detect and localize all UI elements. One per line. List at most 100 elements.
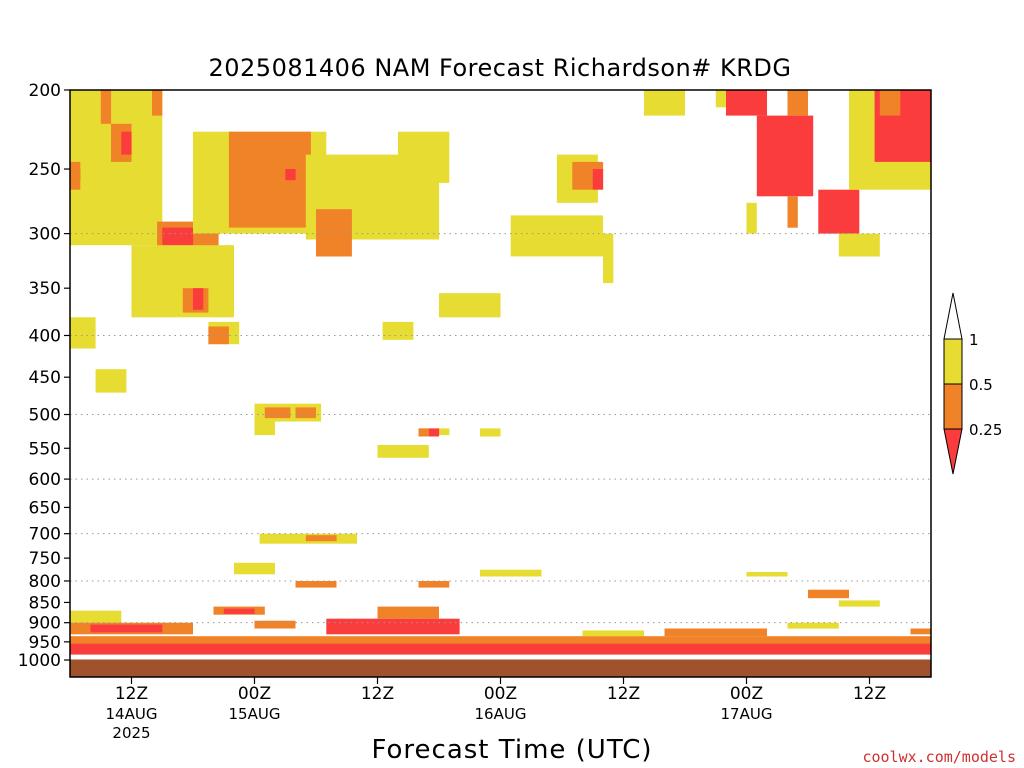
heat-cell-2 xyxy=(152,90,163,116)
heat-cell-67 xyxy=(582,630,644,637)
heat-cell-69 xyxy=(787,622,839,629)
y-tick-label-900: 900 xyxy=(29,614,61,634)
heat-cell-43 xyxy=(295,407,316,419)
heat-cell-25 xyxy=(715,90,727,108)
heat-cell-32 xyxy=(838,233,880,257)
y-axis-ticks: 200 250 300 350 400 450 500 550 600 650 700 750 8008… xyxy=(18,81,70,671)
y-tick-label-350: 350 xyxy=(29,279,61,299)
y-tick-label-850: 850 xyxy=(29,593,61,613)
heat-cell-13 xyxy=(228,131,311,228)
heat-cell-37 xyxy=(95,369,127,393)
heat-cell-29 xyxy=(787,196,798,228)
chart-title: 2025081406 NAM Forecast Richardson# KRDG xyxy=(209,54,792,82)
legend-label-2: 0.25 xyxy=(969,421,1002,439)
heat-cell-27 xyxy=(756,115,814,197)
heat-cell-0 xyxy=(70,90,163,246)
heat-cell-72 xyxy=(70,636,931,644)
y-tick-label-400: 400 xyxy=(29,326,61,346)
heat-cell-70 xyxy=(910,628,931,635)
heat-cell-14 xyxy=(285,169,296,181)
heat-cell-16 xyxy=(316,209,352,257)
heat-cell-6 xyxy=(70,161,81,190)
legend-arrow-bottom xyxy=(943,428,963,475)
y-tick-label-750: 750 xyxy=(29,549,61,569)
heat-cell-26 xyxy=(726,90,767,116)
legend-box-yellow xyxy=(943,338,963,385)
y-tick-label-700: 700 xyxy=(29,525,61,545)
heat-cell-53 xyxy=(480,569,542,577)
x-axis-title: Forecast Time (UTC) xyxy=(371,735,652,765)
x-tick-time-0: 12Z xyxy=(115,684,148,704)
legend-label-0: 1 xyxy=(969,331,979,349)
x-tick-time-2: 12Z xyxy=(361,684,394,704)
y-tick-label-600: 600 xyxy=(29,470,61,490)
heat-cell-17 xyxy=(398,131,450,183)
x-tick-time-1: 00Z xyxy=(238,684,271,704)
heat-cell-42 xyxy=(264,407,291,419)
legend-arrow-top xyxy=(943,292,963,340)
y-tick-label-450: 450 xyxy=(29,368,61,388)
y-tick-label-550: 550 xyxy=(29,439,61,459)
heat-cell-9 xyxy=(131,245,234,318)
color-legend: 1 0.5 0.25 xyxy=(943,292,1002,475)
heat-cell-49 xyxy=(377,445,429,458)
heat-cell-31 xyxy=(787,90,808,116)
y-tick-label-300: 300 xyxy=(29,225,61,245)
heat-cell-66 xyxy=(377,606,439,619)
heat-cell-47 xyxy=(428,428,440,437)
heat-cell-71 xyxy=(70,641,931,655)
ground-surface-band xyxy=(70,659,931,677)
y-tick-label-1000: 1000 xyxy=(18,651,61,671)
y-tick-label-650: 650 xyxy=(29,498,61,518)
heat-cell-8 xyxy=(162,227,194,246)
heat-cell-18 xyxy=(510,215,603,257)
heat-cell-23 xyxy=(439,293,501,318)
heat-cell-35 xyxy=(879,90,901,116)
heat-cell-46 xyxy=(418,428,429,437)
heat-cell-54 xyxy=(70,610,122,623)
heat-cell-40 xyxy=(382,321,414,340)
x-tick-year-0: 2025 xyxy=(112,724,150,742)
heat-cell-28 xyxy=(746,202,757,234)
x-tick-date-1: 15AUG xyxy=(229,705,281,723)
x-tick-date-5: 17AUG xyxy=(721,705,773,723)
heat-cell-56 xyxy=(223,608,255,614)
heat-cell-68 xyxy=(664,628,767,637)
heat-cell-51 xyxy=(305,535,337,542)
x-tick-date-0: 14AUG xyxy=(106,705,158,723)
heat-cell-59 xyxy=(746,572,788,577)
heat-cell-30 xyxy=(818,189,860,234)
x-tick-time-3: 00Z xyxy=(484,684,517,704)
heat-cell-57 xyxy=(295,581,337,588)
y-tick-label-200: 200 xyxy=(29,81,61,101)
credit-text: coolwx.com/models xyxy=(862,748,1016,766)
heat-cell-64 xyxy=(254,620,296,629)
y-tick-label-800: 800 xyxy=(29,572,61,592)
y-tick-label-250: 250 xyxy=(29,160,61,180)
x-tick-time-4: 12Z xyxy=(607,684,640,704)
legend-label-1: 0.5 xyxy=(969,376,993,394)
heat-cell-36 xyxy=(70,317,96,349)
legend-box-orange xyxy=(943,383,963,430)
heat-cell-1 xyxy=(100,90,112,124)
heat-cell-48 xyxy=(480,428,501,437)
heat-cell-52 xyxy=(234,562,275,575)
heat-cell-22 xyxy=(603,233,614,284)
heat-cell-63 xyxy=(90,624,163,633)
x-tick-date-3: 16AUG xyxy=(475,705,527,723)
heat-cell-65 xyxy=(326,618,460,635)
heat-cell-44 xyxy=(254,421,275,436)
y-tick-label-950: 950 xyxy=(29,633,61,653)
heat-cell-24 xyxy=(644,90,685,116)
y-tick-label-500: 500 xyxy=(29,406,61,426)
heat-cell-60 xyxy=(808,589,849,599)
heat-cell-11 xyxy=(193,288,204,310)
x-tick-time-6: 12Z xyxy=(853,684,886,704)
x-tick-time-5: 00Z xyxy=(730,684,763,704)
heat-cell-4 xyxy=(121,131,132,155)
heat-cell-58 xyxy=(418,581,450,588)
heat-cell-21 xyxy=(592,169,604,190)
heat-cell-61 xyxy=(838,600,880,607)
heatmap-cells xyxy=(70,90,931,655)
